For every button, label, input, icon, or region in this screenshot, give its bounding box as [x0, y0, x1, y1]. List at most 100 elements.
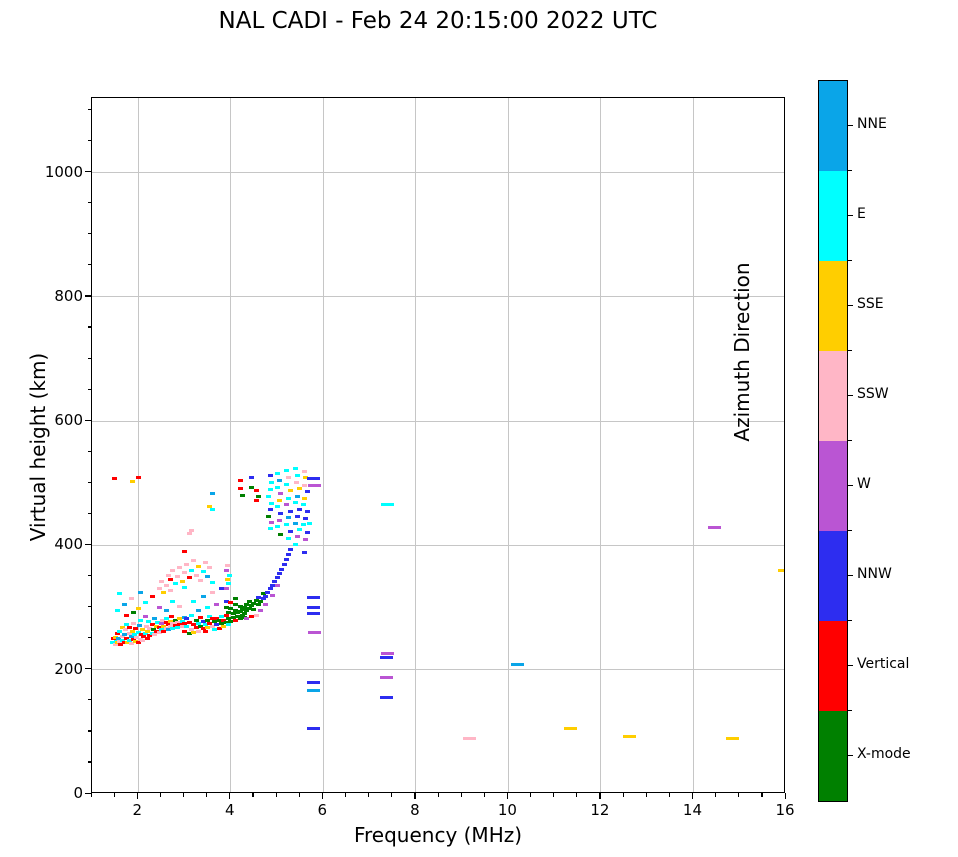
- data-point: [295, 514, 301, 518]
- x-tick-label: 6: [317, 801, 328, 819]
- x-gridline: [230, 98, 232, 792]
- data-point: [198, 624, 204, 628]
- x-tick: [113, 793, 115, 797]
- data-point: [193, 573, 199, 577]
- data-point: [212, 627, 218, 631]
- data-point: [274, 584, 280, 588]
- data-point: [195, 629, 201, 633]
- colorbar-segment-NNW: [819, 531, 847, 621]
- data-point: [276, 519, 282, 523]
- data-point: [198, 578, 204, 582]
- data-point: [380, 652, 394, 656]
- data-point: [237, 604, 243, 608]
- data-point: [119, 625, 125, 629]
- data-point: [242, 606, 248, 610]
- data-point: [172, 624, 178, 628]
- x-tick: [90, 793, 92, 797]
- data-point: [158, 579, 164, 583]
- x-tick: [645, 793, 647, 797]
- colorbar-segment-E: [819, 171, 847, 261]
- data-point: [121, 641, 127, 645]
- data-point: [511, 663, 525, 667]
- y-tick: [87, 575, 91, 577]
- y-tick: [85, 792, 91, 794]
- data-point: [170, 599, 176, 603]
- data-point: [267, 507, 273, 511]
- data-point: [114, 632, 120, 636]
- x-tick-label: 2: [132, 801, 143, 819]
- data-point: [303, 537, 309, 541]
- data-point: [112, 643, 118, 647]
- data-point: [778, 568, 784, 572]
- x-tick: [738, 793, 740, 797]
- data-point: [209, 581, 215, 585]
- data-point: [214, 623, 220, 627]
- data-point: [124, 637, 130, 641]
- data-point: [195, 565, 201, 569]
- colorbar-boundary-tick: [848, 439, 852, 441]
- data-point: [256, 495, 262, 499]
- colorbar-tick-label: SSE: [857, 296, 884, 312]
- y-tick: [87, 699, 91, 701]
- data-point: [221, 624, 227, 628]
- data-point: [151, 616, 157, 620]
- data-point: [147, 627, 153, 631]
- data-point: [237, 478, 243, 482]
- data-point: [265, 590, 271, 594]
- colorbar-boundary-tick: [848, 349, 852, 351]
- data-point: [117, 630, 123, 634]
- y-tick-label: 600: [54, 411, 83, 430]
- data-point: [228, 619, 234, 623]
- data-point: [138, 618, 144, 622]
- data-point: [118, 643, 124, 647]
- data-point: [205, 606, 211, 610]
- data-point: [156, 606, 162, 610]
- data-point: [163, 626, 169, 630]
- data-point: [306, 689, 320, 693]
- y-axis-label: Virtual height (km): [26, 352, 50, 542]
- x-tick: [206, 793, 208, 797]
- data-point: [253, 489, 259, 493]
- colorbar-tick: [848, 664, 853, 666]
- data-point: [379, 696, 393, 700]
- y-tick: [87, 450, 91, 452]
- data-point: [225, 578, 231, 582]
- data-point: [143, 624, 149, 628]
- data-point: [237, 486, 243, 490]
- data-point: [140, 639, 146, 642]
- data-point: [225, 582, 231, 586]
- data-point: [149, 594, 155, 598]
- y-tick: [87, 730, 91, 732]
- data-point: [235, 614, 241, 618]
- data-point: [165, 573, 171, 577]
- data-point: [223, 599, 229, 603]
- colorbar-tick-label: NNE: [857, 116, 887, 132]
- data-point: [274, 576, 280, 580]
- data-point: [296, 507, 302, 511]
- x-tick: [414, 793, 416, 799]
- data-point: [169, 615, 175, 619]
- data-point: [263, 602, 268, 606]
- data-point: [175, 620, 181, 624]
- data-point: [188, 529, 194, 532]
- x-tick: [437, 793, 439, 797]
- data-point: [237, 617, 243, 621]
- x-tick: [159, 793, 162, 797]
- data-point: [249, 604, 255, 608]
- data-point: [133, 627, 139, 631]
- x-tick: [368, 793, 370, 797]
- data-point: [124, 623, 130, 627]
- data-point: [207, 566, 213, 570]
- plot-area: [91, 97, 785, 793]
- data-point: [246, 606, 252, 610]
- colorbar-tick-label: SSW: [857, 386, 889, 402]
- colorbar-tick: [848, 754, 853, 756]
- data-point: [142, 614, 148, 618]
- data-point: [239, 613, 245, 617]
- data-point: [198, 616, 204, 619]
- data-point: [287, 489, 293, 493]
- data-point: [186, 531, 192, 535]
- y-tick-label: 1000: [44, 162, 83, 181]
- data-point: [205, 618, 211, 622]
- data-point: [249, 475, 255, 479]
